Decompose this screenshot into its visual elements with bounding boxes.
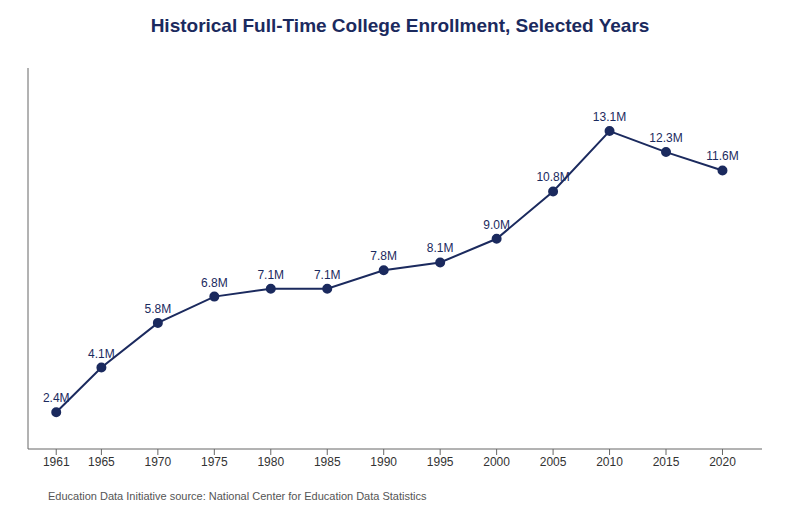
svg-text:7.8M: 7.8M <box>370 249 397 263</box>
svg-text:2000: 2000 <box>483 455 510 469</box>
svg-text:8.1M: 8.1M <box>427 241 454 255</box>
html-text:Education Data Initiative sour: Education Data Initiative source: Nation… <box>48 490 427 502</box>
svg-text:10.8M: 10.8M <box>536 170 569 184</box>
svg-text:13.1M: 13.1M <box>593 110 626 124</box>
svg-text:5.8M: 5.8M <box>145 302 172 316</box>
svg-text:12.3M: 12.3M <box>649 131 682 145</box>
html-text:Historical Full-Time College E: Historical Full-Time College Enrollment,… <box>150 15 650 36</box>
svg-text:11.6M: 11.6M <box>706 149 738 163</box>
svg-text:1961: 1961 <box>43 455 70 469</box>
svg-text:1970: 1970 <box>145 455 172 469</box>
svg-text:9.0M: 9.0M <box>483 218 510 232</box>
svg-text:1980: 1980 <box>257 455 284 469</box>
svg-text:2010: 2010 <box>596 455 623 469</box>
svg-text:1990: 1990 <box>370 455 397 469</box>
svg-text:6.8M: 6.8M <box>201 276 228 290</box>
svg-text:7.1M: 7.1M <box>314 268 341 282</box>
svg-text:1965: 1965 <box>88 455 115 469</box>
svg-text:4.1M: 4.1M <box>88 347 115 361</box>
svg-text:2020: 2020 <box>709 455 736 469</box>
svg-text:2005: 2005 <box>540 455 567 469</box>
svg-text:7.1M: 7.1M <box>257 268 284 282</box>
svg-text:1975: 1975 <box>201 455 228 469</box>
svg-text:1985: 1985 <box>314 455 341 469</box>
svg-text:1995: 1995 <box>427 455 454 469</box>
svg-text:2015: 2015 <box>653 455 680 469</box>
svg-text:2.4M: 2.4M <box>43 391 70 405</box>
